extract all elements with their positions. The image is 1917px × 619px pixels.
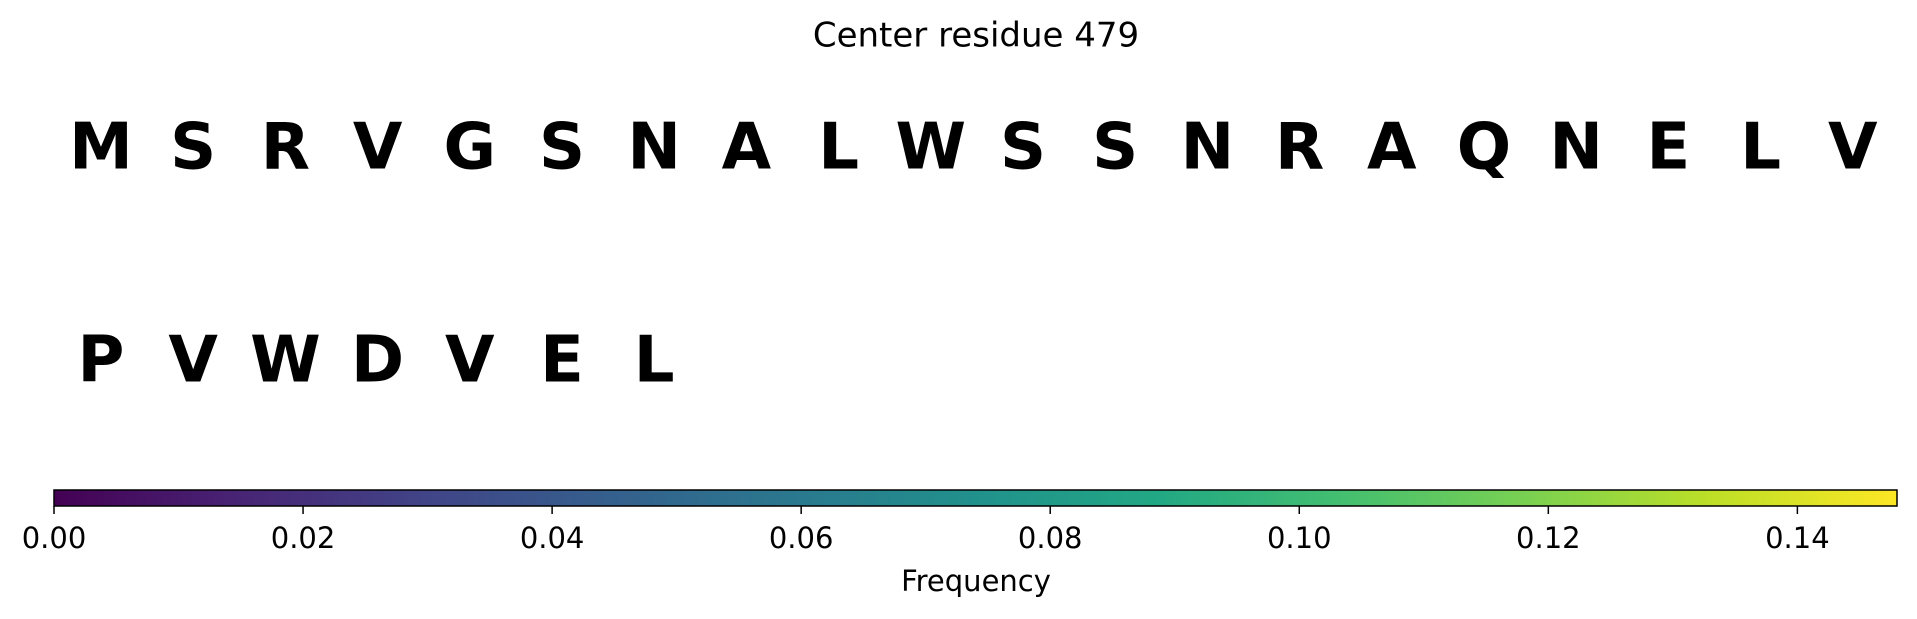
residue-letter: P [78,324,125,398]
residue-letter: V [445,324,495,398]
residue-letter: S [1092,111,1138,185]
residue-letter: R [1275,111,1324,185]
x-axis-label: Frequency [901,564,1051,598]
residue-letter: V [1828,111,1878,185]
residue-letter: S [1000,111,1046,185]
residue-letter: S [170,111,216,185]
residue-letter: L [634,324,675,398]
residue-letter: Q [1457,111,1511,185]
residue-letter: A [1367,111,1417,185]
residue-letter: D [351,324,404,398]
x-tick-label: 0.10 [1267,521,1332,555]
residue-letter: R [261,111,310,185]
residue-letter: N [1549,111,1603,185]
residue-letter: S [539,111,585,185]
residue-letter: L [1740,111,1781,185]
residue-letter: V [168,324,218,398]
residue-letter: A [722,111,772,185]
x-tick-label: 0.04 [520,521,585,555]
residue-letter: W [896,111,967,185]
residue-letter: L [818,111,859,185]
x-tick-label: 0.02 [271,521,336,555]
colorbar [53,489,1898,507]
residue-letter: G [444,111,497,185]
residue-letter: E [540,324,584,398]
residue-letter: N [1181,111,1235,185]
residue-letter: E [1647,111,1691,185]
x-tick-label: 0.12 [1516,521,1581,555]
residue-letter: N [627,111,681,185]
chart-title: Center residue 479 [813,16,1139,56]
x-tick-label: 0.06 [769,521,834,555]
residue-letter: V [353,111,403,185]
residue-letter: W [250,324,321,398]
x-tick-label: 0.08 [1018,521,1083,555]
x-tick-label: 0.14 [1765,521,1830,555]
x-tick-label: 0.00 [22,521,87,555]
residue-letter: M [69,111,133,185]
